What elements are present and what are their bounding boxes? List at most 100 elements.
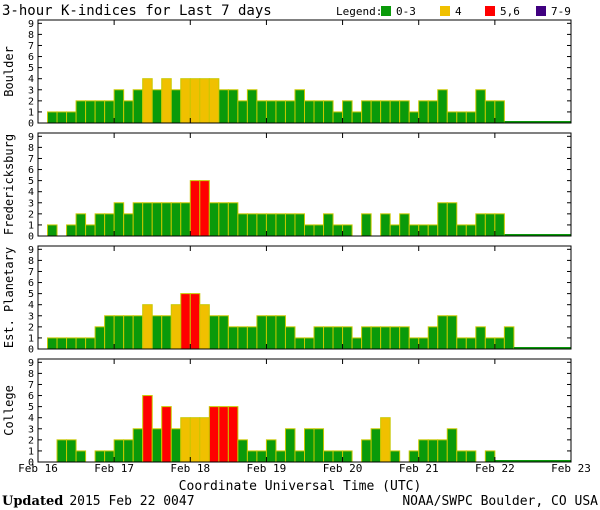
- legend-swatch: [381, 6, 391, 16]
- bar: [294, 213, 306, 237]
- y-tick-label: 4: [28, 187, 34, 198]
- bar: [151, 315, 163, 350]
- bar: [484, 450, 496, 463]
- y-tick-label: 9: [28, 245, 34, 256]
- bar: [294, 450, 306, 463]
- bar: [437, 315, 448, 350]
- bar: [161, 406, 172, 463]
- legend-swatch: [485, 6, 495, 16]
- bar: [313, 326, 325, 350]
- x-tick-label: Feb 19: [247, 462, 287, 475]
- bar: [332, 326, 344, 350]
- y-tick-label: 8: [28, 256, 34, 267]
- legend-entry: 5,6: [500, 5, 520, 18]
- y-tick-label: 9: [28, 358, 34, 369]
- bar: [132, 202, 144, 237]
- bar: [256, 213, 267, 237]
- bar: [246, 326, 258, 350]
- bar: [284, 326, 296, 350]
- bar: [456, 111, 467, 124]
- panel-title: Boulder: [2, 46, 16, 97]
- bar: [180, 202, 191, 237]
- bar: [437, 89, 448, 124]
- legend-entry: 7-9: [551, 5, 571, 18]
- bar: [446, 428, 458, 463]
- x-tick-label: Feb 20: [323, 462, 363, 475]
- y-tick-label: 2: [28, 96, 34, 107]
- bar: [66, 111, 77, 124]
- y-tick-label: 5: [28, 402, 34, 413]
- bar: [180, 78, 191, 124]
- bar: [465, 450, 477, 463]
- updated-line: Updated 2015 Feb 22 0047: [2, 494, 195, 509]
- legend-entry: 0-3: [396, 5, 416, 18]
- bar: [475, 326, 486, 350]
- bar: [151, 428, 163, 463]
- bar: [123, 439, 134, 463]
- bar: [151, 89, 163, 124]
- y-tick-label: 8: [28, 143, 34, 154]
- x-tick-label: Feb 16: [18, 462, 58, 475]
- bar: [104, 100, 115, 124]
- bar: [503, 326, 515, 350]
- y-tick-label: 6: [28, 278, 34, 289]
- x-tick-label: Feb 17: [94, 462, 134, 475]
- bar: [85, 337, 96, 350]
- bar: [161, 315, 172, 350]
- y-tick-label: 0: [28, 345, 34, 356]
- bar: [342, 100, 353, 124]
- panel-title: College: [2, 385, 16, 436]
- bar: [208, 202, 220, 237]
- bar: [189, 180, 201, 237]
- x-tick-label: Feb 23: [551, 462, 591, 475]
- bar: [218, 315, 229, 350]
- bar: [275, 100, 286, 124]
- bar: [113, 202, 125, 237]
- bar: [123, 213, 134, 237]
- bar: [151, 202, 163, 237]
- bar: [456, 337, 467, 350]
- bar: [56, 439, 68, 463]
- bar: [370, 100, 382, 124]
- bar: [370, 326, 382, 350]
- bar: [265, 100, 277, 124]
- bar: [275, 315, 286, 350]
- y-tick-label: 1: [28, 446, 34, 457]
- y-tick-label: 8: [28, 30, 34, 41]
- bar: [47, 337, 58, 350]
- y-tick-label: 3: [28, 424, 34, 435]
- y-tick-label: 5: [28, 63, 34, 74]
- bar: [418, 439, 429, 463]
- bar: [418, 100, 429, 124]
- bar: [265, 315, 277, 350]
- bar: [437, 202, 448, 237]
- panel-frame: [37, 358, 572, 463]
- bar: [75, 450, 87, 463]
- bar: [56, 111, 68, 124]
- bar: [142, 395, 153, 463]
- bar: [494, 213, 505, 237]
- bar: [399, 100, 410, 124]
- y-tick-label: 0: [28, 119, 34, 130]
- panel-title: Est. Planetary: [2, 247, 16, 348]
- bar: [380, 326, 391, 350]
- bar: [408, 224, 420, 237]
- bar: [456, 450, 467, 463]
- bar: [227, 406, 239, 463]
- bar: [237, 326, 248, 350]
- bar: [180, 293, 191, 350]
- bar: [180, 417, 191, 463]
- bar: [446, 202, 458, 237]
- bar: [113, 89, 125, 124]
- bar: [484, 100, 496, 124]
- y-tick-label: 7: [28, 41, 34, 52]
- y-tick-label: 1: [28, 333, 34, 344]
- y-tick-label: 0: [28, 458, 34, 469]
- bar: [304, 337, 315, 350]
- bar: [304, 224, 315, 237]
- bar: [275, 450, 286, 463]
- bar: [256, 315, 267, 350]
